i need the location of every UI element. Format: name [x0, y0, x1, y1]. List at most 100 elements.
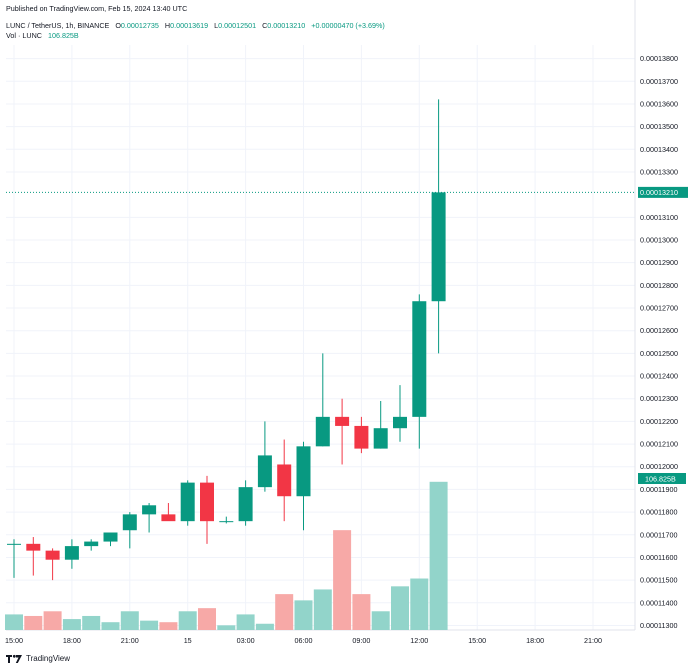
- candle-body: [200, 482, 214, 522]
- candle-body: [335, 416, 350, 426]
- candle-body: [354, 425, 369, 449]
- current-price-label: 0.00013210: [640, 188, 678, 197]
- current-price-label-box: [638, 186, 688, 198]
- candle-body: [412, 301, 427, 417]
- y-tick-label: 0.00011600: [640, 553, 677, 562]
- x-tick-label: 21:00: [121, 636, 139, 645]
- volume-bar: [159, 622, 178, 630]
- volume-bar: [371, 611, 390, 630]
- y-tick-label: 0.00012500: [640, 349, 678, 358]
- volume-bar: [43, 611, 62, 630]
- x-tick-label: 12:00: [410, 636, 428, 645]
- volume-bar: [313, 589, 332, 630]
- x-tick-label: 15:00: [5, 636, 23, 645]
- volume-bar: [82, 615, 101, 630]
- y-tick-label: 0.00011900: [640, 485, 677, 494]
- candle-body: [122, 514, 137, 531]
- volume-bar: [391, 586, 409, 630]
- low-label: L: [214, 21, 219, 30]
- high-value: 0.00013619: [170, 21, 209, 30]
- candle-body: [277, 464, 292, 497]
- ohlc-line: LUNC / TetherUS, 1h, BINANCE O0.00012735…: [6, 21, 385, 30]
- open-value: 0.00012735: [120, 21, 159, 30]
- tradingview-footer: TradingView: [6, 654, 70, 664]
- y-tick-label: 0.00013600: [640, 99, 678, 108]
- change-value: +0.00000470 (+3.69%): [311, 21, 385, 30]
- volume-label-text: 106.825B: [645, 474, 676, 483]
- close-value: 0.00013210: [267, 21, 306, 30]
- candle-body: [219, 521, 234, 523]
- y-tick-label: 0.00013700: [640, 77, 678, 86]
- candle-body: [296, 446, 311, 497]
- y-tick-label: 0.00013400: [640, 145, 678, 154]
- volume-bar: [140, 620, 159, 630]
- volume-bar: [352, 594, 371, 630]
- candle-body: [373, 428, 388, 449]
- y-tick-label: 0.00013500: [640, 122, 678, 131]
- y-tick-label: 0.00013800: [640, 54, 678, 63]
- volume-bar: [5, 614, 23, 630]
- volume-bar: [24, 615, 43, 630]
- y-tick-label: 0.00012900: [640, 258, 678, 267]
- y-tick-label: 0.00013100: [640, 213, 678, 222]
- y-tick-label: 0.00013300: [640, 167, 678, 176]
- volume-bar: [217, 625, 236, 630]
- volume-value: 106.825B: [47, 31, 79, 40]
- y-tick-label: 0.00012700: [640, 304, 678, 313]
- volume-bar: [275, 594, 294, 630]
- y-tick-label: 0.00012400: [640, 372, 678, 381]
- candle-body: [161, 514, 176, 522]
- y-tick-label: 0.00011800: [640, 508, 677, 517]
- candle-body: [142, 505, 157, 515]
- volume-bar: [294, 600, 313, 630]
- candle-body: [7, 543, 21, 545]
- candle-body: [238, 487, 253, 522]
- high-label: H: [164, 21, 171, 30]
- y-tick-label: 0.00012100: [640, 440, 678, 449]
- y-tick-label: 0.00011700: [640, 530, 677, 539]
- candle-body: [431, 192, 446, 302]
- x-tick-label: 15: [184, 636, 192, 645]
- x-tick-label: 09:00: [352, 636, 370, 645]
- x-tick-label: 18:00: [63, 636, 81, 645]
- volume-bar: [333, 530, 352, 630]
- candle-body: [103, 532, 118, 542]
- volume-bar: [178, 611, 197, 630]
- candle-body: [315, 416, 330, 447]
- candle-body: [84, 541, 99, 547]
- volume-label: Vol · LUNC: [6, 31, 42, 40]
- volume-bar: [101, 622, 120, 630]
- volume-bar: [120, 611, 139, 630]
- y-tick-label: 0.00013000: [640, 236, 678, 245]
- y-tick-label: 0.00012300: [640, 394, 678, 403]
- tradingview-brand: TradingView: [26, 654, 71, 663]
- x-tick-label: 21:00: [584, 636, 602, 645]
- published-line: Published on TradingView.com, Feb 15, 20…: [6, 4, 188, 13]
- volume-bar: [62, 619, 81, 630]
- candle-body: [257, 455, 272, 488]
- volume-bar: [236, 614, 255, 630]
- open-label: O: [115, 21, 121, 30]
- y-tick-label: 0.00012200: [640, 417, 678, 426]
- candle-body: [180, 482, 195, 522]
- y-tick-label: 0.00012000: [640, 462, 678, 471]
- y-tick-label: 0.00011400: [640, 598, 677, 607]
- x-tick-label: 03:00: [237, 636, 255, 645]
- volume-bar: [198, 608, 216, 630]
- tradingview-logo-icon: [6, 654, 22, 663]
- candle-body: [26, 543, 41, 551]
- low-value: 0.00012501: [218, 21, 257, 30]
- y-tick-label: 0.00011300: [640, 621, 677, 630]
- volume-bar: [429, 481, 448, 630]
- y-tick-label: 0.00012600: [640, 326, 678, 335]
- volume-label-box: [638, 473, 686, 484]
- volume-bar: [255, 623, 274, 630]
- x-tick-label: 06:00: [295, 636, 313, 645]
- x-tick-label: 18:00: [526, 636, 544, 645]
- close-label: C: [262, 21, 268, 30]
- candle-body: [45, 550, 60, 560]
- y-tick-label: 0.00012800: [640, 281, 678, 290]
- volume-line: Vol · LUNC 106.825B: [6, 31, 79, 40]
